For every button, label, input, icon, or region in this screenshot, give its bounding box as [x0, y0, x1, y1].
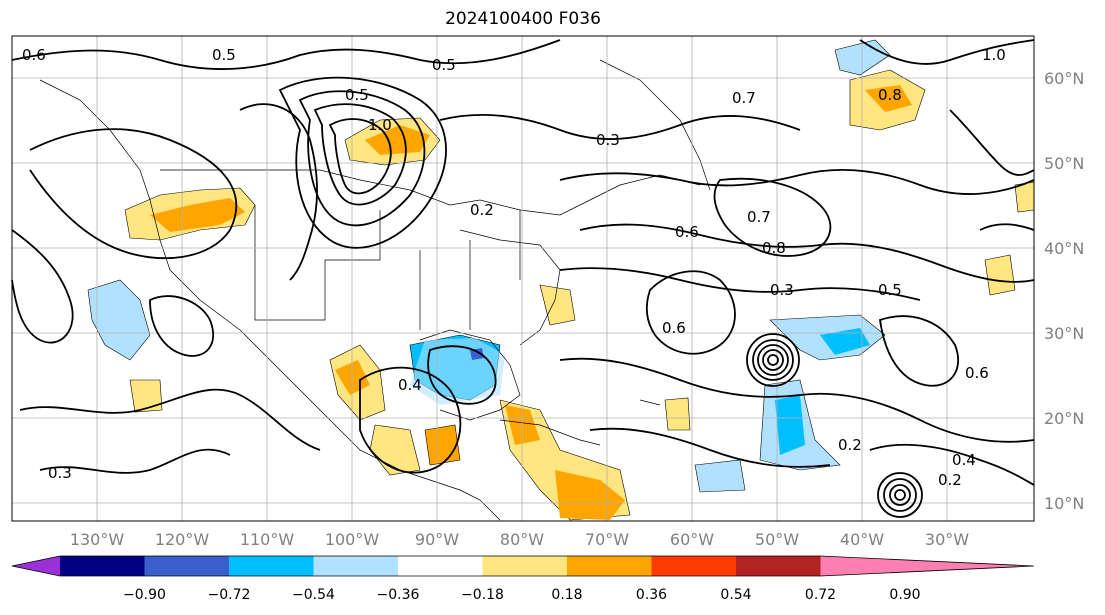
contour-label: 0.6 — [22, 46, 46, 64]
shade-positive — [665, 398, 690, 430]
colorbar — [12, 556, 1034, 576]
contour-label: 0.8 — [878, 86, 902, 104]
lat-label: 50°N — [1044, 154, 1084, 173]
contour-label: 0.2 — [838, 436, 862, 454]
lat-label: 30°N — [1044, 324, 1084, 343]
shade-positive-strong — [425, 425, 460, 465]
colorbar-segment — [398, 556, 483, 576]
colorbar-segment — [736, 556, 821, 576]
shade-positive — [130, 380, 162, 412]
contour-label: 0.8 — [762, 239, 786, 257]
lon-label: 50°W — [755, 530, 799, 549]
lon-label: 70°W — [585, 530, 629, 549]
colorbar-segment — [567, 556, 652, 576]
lat-label: 60°N — [1044, 69, 1084, 88]
contour-label: 1.0 — [368, 116, 392, 134]
contour-label: 0.7 — [732, 89, 756, 107]
contour-label: 0.6 — [675, 223, 699, 241]
contour-label: 0.4 — [398, 376, 422, 394]
lon-label: 40°W — [840, 530, 884, 549]
lon-label: 130°W — [70, 530, 125, 549]
colorbar-segment — [652, 556, 737, 576]
colorbar-segment — [229, 556, 314, 576]
colorbar-tick-label: 0.18 — [551, 587, 582, 603]
contour-label: 0.3 — [770, 281, 794, 299]
contour-label: 0.4 — [952, 451, 976, 469]
contour-label: 0.6 — [662, 319, 686, 337]
latitude-labels: 60°N 50°N 40°N 30°N 20°N 10°N — [1044, 69, 1084, 513]
lon-label: 120°W — [155, 530, 210, 549]
shade-positive — [985, 255, 1015, 295]
colorbar-tick-label: 0.54 — [720, 587, 751, 603]
colorbar-tick-label: −0.90 — [123, 587, 166, 603]
contour-label: 0.2 — [470, 201, 494, 219]
colorbar-segment — [60, 556, 145, 576]
colorbar-max-extension — [821, 556, 1035, 576]
colorbar-min-extension — [12, 556, 60, 576]
colorbar-tick-label: −0.72 — [208, 587, 251, 603]
contour-label: 0.7 — [747, 208, 771, 226]
colorbar-tick-label: 0.90 — [889, 587, 920, 603]
colorbar-tick-label: 0.72 — [805, 587, 836, 603]
contour-label: 0.5 — [212, 46, 236, 64]
colorbar-segment — [314, 556, 399, 576]
contour-label: 0.3 — [596, 131, 620, 149]
lon-label: 90°W — [415, 530, 459, 549]
contour-label: 1.0 — [982, 46, 1006, 64]
lon-label: 110°W — [240, 530, 295, 549]
colorbar-segment — [483, 556, 568, 576]
shade-negative — [775, 395, 805, 455]
contour-label: 0.3 — [48, 464, 72, 482]
contour-label: 0.5 — [878, 281, 902, 299]
colorbar-tick-label: 0.36 — [636, 587, 667, 603]
longitude-labels: 130°W 120°W 110°W 100°W 90°W 80°W 70°W 6… — [70, 530, 969, 549]
colorbar-tick-label: −0.54 — [292, 587, 335, 603]
shade-negative-weak — [695, 460, 745, 492]
lon-label: 100°W — [325, 530, 380, 549]
lat-label: 40°N — [1044, 239, 1084, 258]
contour-label: 0.5 — [345, 86, 369, 104]
lon-label: 30°W — [925, 530, 969, 549]
colorbar-tick-label: −0.18 — [461, 587, 504, 603]
lon-label: 80°W — [500, 530, 544, 549]
colorbar-tick-label: −0.36 — [377, 587, 420, 603]
contour-label: 0.6 — [965, 364, 989, 382]
contour-label: 0.2 — [938, 471, 962, 489]
colorbar-ticks: −0.90 −0.72 −0.54 −0.36 −0.18 0.18 0.36 … — [123, 587, 921, 603]
contour-label: 0.5 — [432, 56, 456, 74]
lat-label: 20°N — [1044, 409, 1084, 428]
lon-label: 60°W — [670, 530, 714, 549]
colorbar-segment — [145, 556, 230, 576]
lat-label: 10°N — [1044, 494, 1084, 513]
